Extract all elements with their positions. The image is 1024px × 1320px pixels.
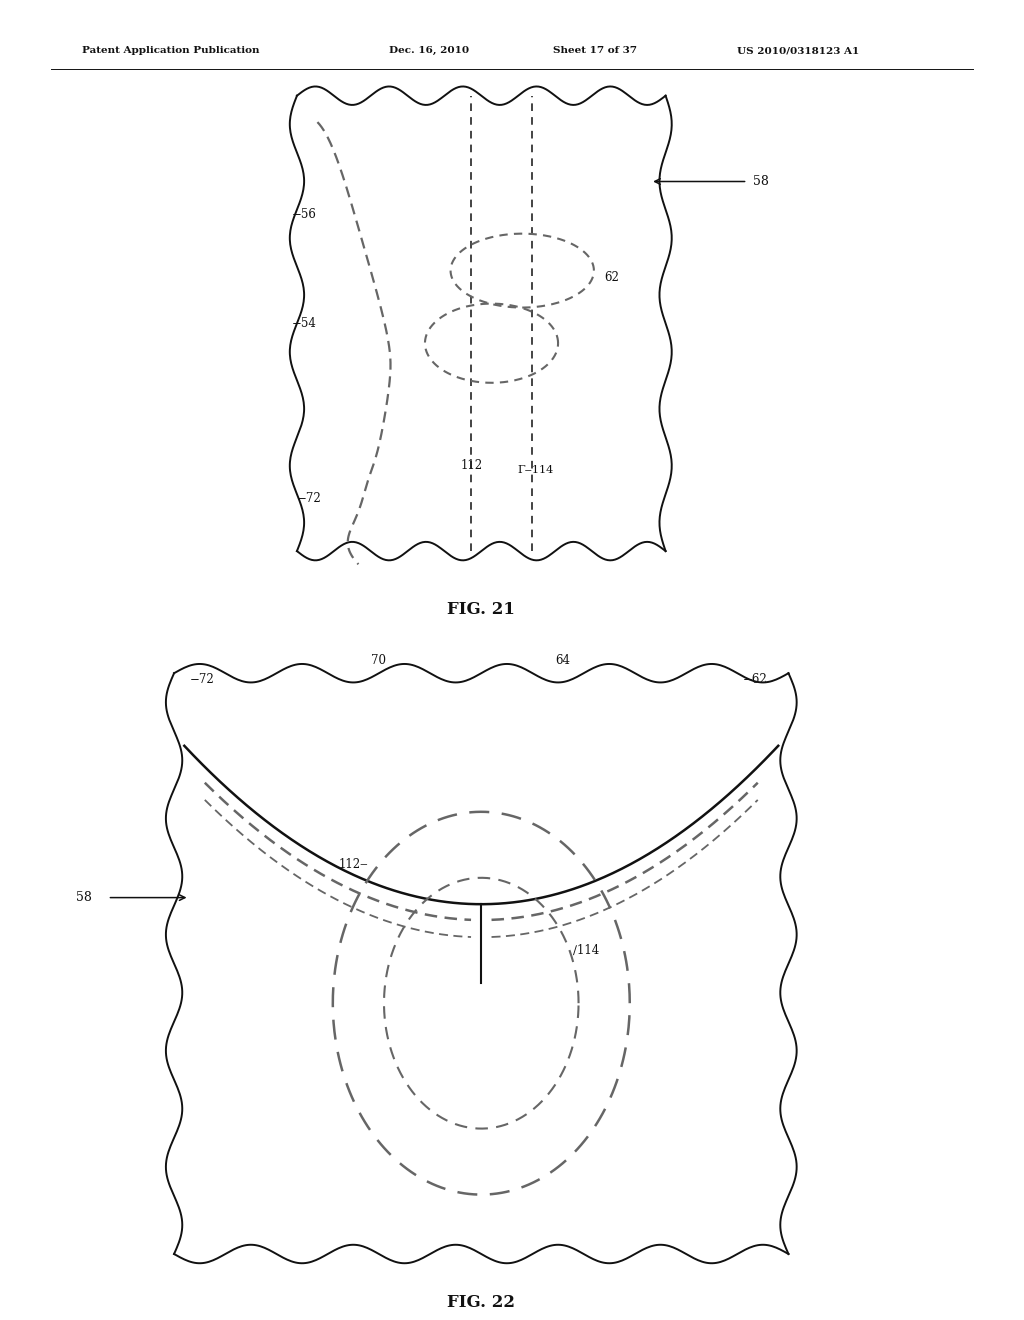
Text: US 2010/0318123 A1: US 2010/0318123 A1	[737, 46, 859, 55]
Text: −72: −72	[189, 673, 214, 686]
Text: 58: 58	[76, 891, 92, 904]
Text: 62: 62	[604, 271, 620, 284]
Text: 64: 64	[556, 653, 570, 667]
Text: 112‒: 112‒	[339, 858, 369, 871]
Text: 58: 58	[753, 176, 769, 187]
Text: Dec. 16, 2010: Dec. 16, 2010	[389, 46, 469, 55]
Text: −54: −54	[292, 317, 316, 330]
Text: FIG. 22: FIG. 22	[447, 1294, 515, 1311]
Text: Patent Application Publication: Patent Application Publication	[82, 46, 259, 55]
Text: −62: −62	[743, 673, 768, 686]
Text: ∕114: ∕114	[573, 944, 600, 957]
Text: −72: −72	[297, 492, 322, 504]
Text: Γ‒114: Γ‒114	[517, 466, 553, 475]
Text: FIG. 21: FIG. 21	[447, 602, 515, 618]
Text: 70: 70	[372, 653, 386, 667]
Text: −56: −56	[292, 209, 316, 220]
Text: Sheet 17 of 37: Sheet 17 of 37	[553, 46, 637, 55]
Text: 112: 112	[461, 458, 483, 471]
